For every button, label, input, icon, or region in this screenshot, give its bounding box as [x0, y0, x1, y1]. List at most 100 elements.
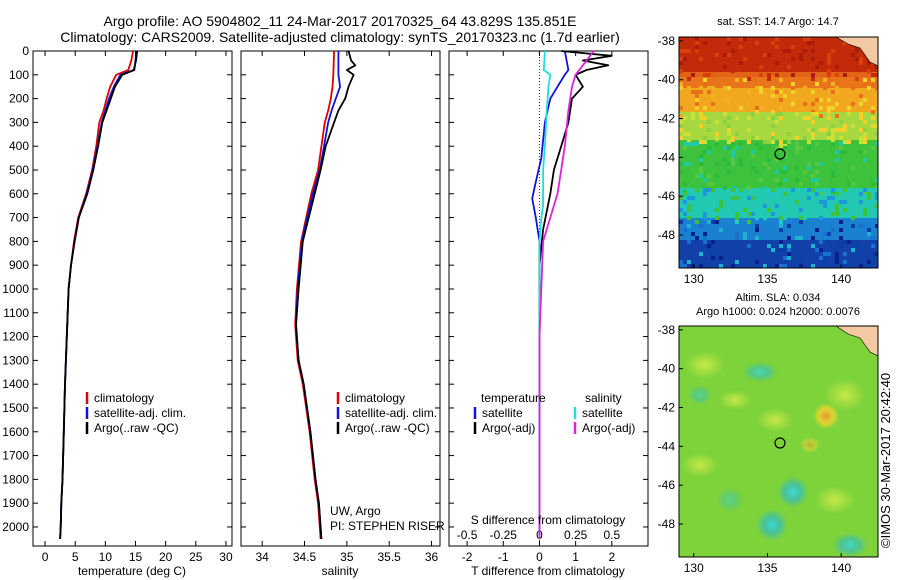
sst-pixel	[699, 112, 703, 116]
sst-pixel	[775, 170, 779, 174]
sst-pixel	[687, 86, 691, 90]
sst-pixel	[763, 186, 767, 190]
sst-pixel	[799, 220, 803, 224]
sst-pixel	[747, 244, 751, 248]
sst-pixel	[803, 136, 807, 140]
sst-pixel	[811, 73, 815, 77]
sst-pixel	[783, 208, 787, 212]
sst-pixel	[723, 49, 727, 53]
sst-pixel	[767, 37, 771, 41]
sst-pixel	[839, 142, 843, 146]
sst-pixel	[755, 86, 759, 90]
sst-pixel	[831, 196, 835, 200]
sst-pixel	[871, 82, 875, 86]
sst-pixel	[863, 128, 867, 132]
sst-pixel	[851, 166, 855, 170]
sst-pixel	[687, 77, 691, 81]
sst-pixel	[855, 244, 859, 248]
sst-pixel	[679, 57, 683, 61]
sst-pixel	[711, 102, 715, 106]
sst-pixel	[687, 142, 691, 146]
y-tick-label: 1200	[2, 330, 29, 344]
sst-pixel	[747, 212, 751, 216]
sst-pixel	[695, 37, 699, 41]
sst-pixel	[763, 216, 767, 220]
sst-pixel	[679, 128, 683, 132]
sst-pixel	[827, 53, 831, 57]
sst-pixel	[695, 49, 699, 53]
sst-pixel	[819, 248, 823, 252]
sst-pixel	[731, 142, 735, 146]
series-line-salinity-satellite	[538, 50, 552, 539]
sst-pixel	[695, 98, 699, 102]
sst-pixel	[775, 112, 779, 116]
sst-pixel	[775, 264, 779, 268]
sst-pixel	[687, 132, 691, 136]
sst-pixel	[855, 49, 859, 53]
sst-pixel	[727, 86, 731, 90]
sst-pixel	[755, 216, 759, 220]
sst-pixel	[791, 98, 795, 102]
sst-pixel	[683, 228, 687, 232]
sst-pixel	[767, 166, 771, 170]
sst-pixel	[751, 212, 755, 216]
sst-pixel	[759, 178, 763, 182]
sst-pixel	[751, 256, 755, 260]
sst-pixel	[707, 128, 711, 132]
sst-pixel	[695, 102, 699, 106]
sst-pixel	[783, 94, 787, 98]
sst-pixel	[695, 142, 699, 146]
x-tick-label: 35.5	[378, 550, 402, 564]
sst-pixel	[775, 73, 779, 77]
sst-pixel	[771, 248, 775, 252]
sst-pixel	[747, 102, 751, 106]
sst-pixel	[779, 216, 783, 220]
sst-pixel	[867, 192, 871, 196]
map-x-tick-label: 140	[831, 272, 851, 286]
sst-pixel	[859, 78, 863, 82]
sst-pixel	[803, 49, 807, 53]
sst-pixel	[755, 106, 759, 110]
sst-pixel	[751, 150, 755, 154]
sst-pixel	[783, 146, 787, 150]
sst-pixel	[747, 116, 751, 120]
sst-pixel	[751, 196, 755, 200]
sst-pixel	[703, 82, 707, 86]
sst-pixel	[679, 256, 683, 260]
sst-pixel	[679, 136, 683, 140]
sst-pixel	[715, 136, 719, 140]
sst-pixel	[839, 128, 843, 132]
sst-pixel	[775, 178, 779, 182]
sst-pixel	[771, 124, 775, 128]
sst-pixel	[771, 86, 775, 90]
map-y-tick-label: -40	[658, 362, 676, 376]
x-tick-label: 20	[159, 550, 173, 564]
series-line-argo-raw-qc-	[59, 50, 138, 539]
sst-pixel	[811, 244, 815, 248]
sst-pixel	[823, 61, 827, 65]
x-tick-label: 5	[72, 550, 79, 564]
x-tick-label: 35	[340, 550, 354, 564]
sst-pixel	[711, 78, 715, 82]
map-y-tick-label: -42	[658, 112, 676, 126]
sst-pixel	[835, 86, 839, 90]
sst-pixel	[691, 196, 695, 200]
sst-pixel	[819, 208, 823, 212]
sst-pixel	[767, 73, 771, 77]
sst-pixel	[815, 170, 819, 174]
sst-pixel	[787, 248, 791, 252]
sst-pixel	[843, 124, 847, 128]
map-x-tick-label: 140	[831, 561, 851, 575]
sst-pixel	[779, 112, 783, 116]
y-tick-label: 1500	[2, 401, 29, 415]
sst-pixel	[807, 140, 811, 144]
sst-pixel	[691, 264, 695, 268]
sst-pixel	[711, 212, 715, 216]
map-x-tick-label: 130	[684, 561, 704, 575]
sst-pixel	[695, 220, 699, 224]
sst-pixel	[703, 178, 707, 182]
sst-pixel	[783, 192, 787, 196]
sst-pixel	[683, 162, 687, 166]
sst-pixel	[715, 208, 719, 212]
sst-pixel	[871, 106, 875, 110]
